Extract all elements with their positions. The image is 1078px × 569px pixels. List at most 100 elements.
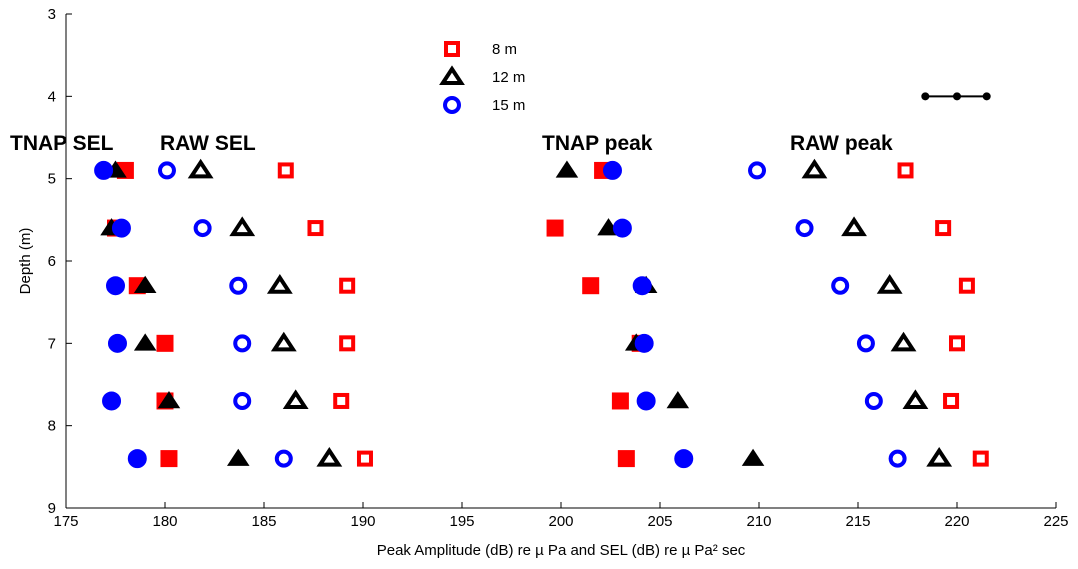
scale-bar <box>921 92 991 101</box>
circle-point <box>748 161 767 180</box>
x-tick-label: 220 <box>944 513 969 530</box>
square-point <box>949 335 965 352</box>
series-raw-sel-12m <box>187 158 343 467</box>
triangle-point <box>282 389 309 409</box>
circle-point <box>94 160 114 180</box>
x-tick-label: 195 <box>449 513 474 530</box>
y-tick-label: 4 <box>48 88 56 105</box>
square-point <box>339 277 356 294</box>
series-raw-sel-15m <box>157 161 293 468</box>
square-point <box>897 162 914 179</box>
circle-point <box>274 449 293 468</box>
circle-point <box>864 391 883 410</box>
x-tick-label: 215 <box>845 513 870 530</box>
circle-point <box>193 219 212 238</box>
legend: 8 m 12 m 15 m <box>439 41 525 114</box>
triangle-point <box>801 158 828 179</box>
scale-bar-dot <box>953 92 961 101</box>
series-tnap-peak-15m <box>602 160 694 469</box>
axes: 175 180 185 190 195 200 205 210 215 220 225 3 4 5 6 7 8 9 <box>48 6 1069 530</box>
circle-point <box>612 218 632 238</box>
square-point <box>156 334 174 352</box>
square-point <box>617 450 635 468</box>
triangle-point <box>226 448 250 466</box>
circle-point <box>602 160 622 180</box>
triangle-point <box>157 391 181 409</box>
scale-bar-dot <box>982 92 991 101</box>
y-tick-label: 7 <box>48 335 56 352</box>
legend-label: 8 m <box>492 41 517 58</box>
square-point <box>333 392 350 409</box>
x-tick-label: 200 <box>548 513 573 530</box>
square-point <box>958 277 975 294</box>
x-tick-label: 175 <box>53 513 78 530</box>
series-raw-peak-15m <box>748 161 907 468</box>
square-point <box>339 335 356 352</box>
y-tick-label: 6 <box>48 253 56 270</box>
triangle-point <box>876 274 903 294</box>
x-tick-label: 205 <box>647 513 672 530</box>
x-tick-label: 210 <box>746 513 771 530</box>
y-tick-label: 3 <box>48 6 56 23</box>
triangle-point <box>133 333 157 351</box>
annotation-label: TNAP SEL <box>10 132 114 155</box>
legend-label: 15 m <box>492 97 525 114</box>
y-axis-label: Depth (m) <box>17 228 34 295</box>
triangle-point <box>841 216 867 237</box>
triangle-point <box>316 446 343 467</box>
circle-point <box>111 218 131 238</box>
annotation-label: TNAP peak <box>542 132 653 155</box>
triangle-point <box>666 391 690 409</box>
x-tick-label: 185 <box>251 513 276 530</box>
circle-point <box>674 449 694 469</box>
circle-point <box>106 276 125 296</box>
series-raw-peak-12m <box>801 158 953 467</box>
square-point <box>307 220 324 237</box>
x-tick-label: 180 <box>152 513 177 530</box>
triangle-point <box>133 275 157 293</box>
triangle-point <box>187 158 214 179</box>
data-points <box>94 158 989 469</box>
circle-point <box>795 219 814 238</box>
square-point <box>582 277 600 295</box>
series-raw-sel-8m <box>277 162 373 467</box>
x-tick-label: 190 <box>350 513 375 530</box>
circle-point <box>233 391 252 410</box>
square-point <box>160 450 178 468</box>
annotations: TNAP SEL RAW SEL TNAP peak RAW peak <box>10 132 893 155</box>
square-point <box>935 220 952 237</box>
x-axis-label: Peak Amplitude (dB) re µ Pa and SEL (dB)… <box>377 542 746 559</box>
legend-square-marker <box>444 41 460 57</box>
square-point <box>277 162 294 179</box>
circle-point <box>157 161 176 180</box>
triangle-point <box>926 446 953 467</box>
annotation-label: RAW SEL <box>160 132 256 155</box>
circle-point <box>636 391 656 411</box>
triangle-point <box>902 389 929 409</box>
triangle-point <box>270 331 297 352</box>
circle-point <box>831 276 850 295</box>
square-point <box>356 450 373 467</box>
y-tick-label: 8 <box>48 418 56 435</box>
square-point <box>972 450 989 467</box>
circle-point <box>856 334 875 353</box>
x-tick-label: 225 <box>1043 513 1068 530</box>
scale-bar-dot <box>921 92 930 101</box>
triangle-point <box>890 331 917 352</box>
triangle-point <box>266 274 293 294</box>
circle-point <box>229 276 248 295</box>
square-point <box>611 392 629 410</box>
legend-triangle-marker <box>439 65 465 85</box>
circle-point <box>632 276 652 296</box>
circle-point <box>888 449 907 468</box>
legend-label: 12 m <box>492 69 525 86</box>
triangle-point <box>741 448 765 466</box>
series-raw-peak-8m <box>897 162 989 467</box>
triangle-point <box>229 216 256 237</box>
square-point <box>943 392 960 409</box>
circle-point <box>233 334 252 353</box>
y-tick-label: 9 <box>48 500 56 517</box>
series-tnap-sel-15m <box>94 160 147 469</box>
triangle-point <box>555 160 579 178</box>
